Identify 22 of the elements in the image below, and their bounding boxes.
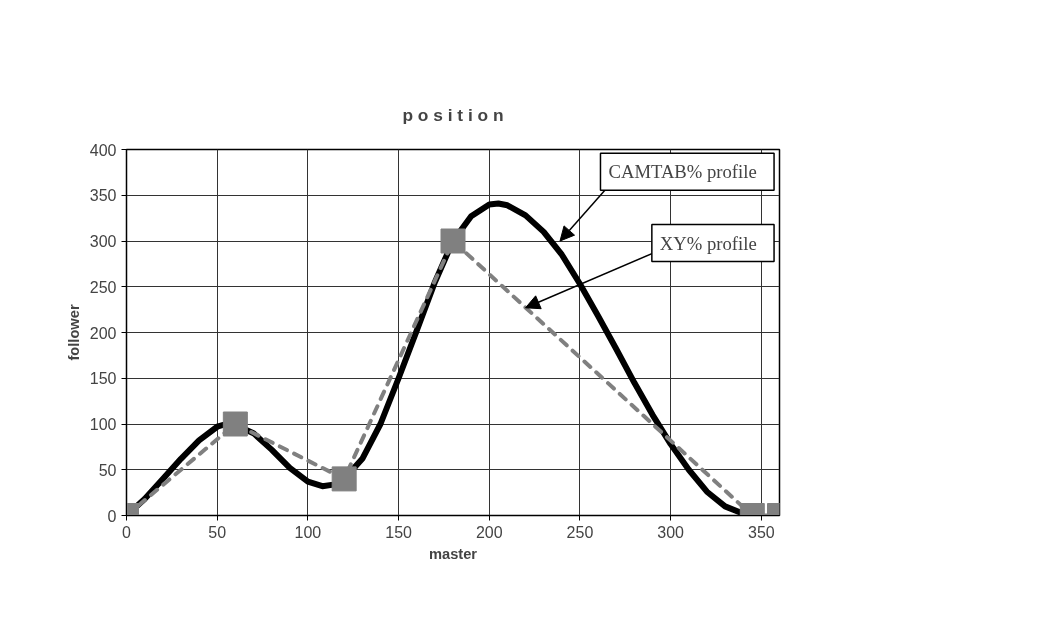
x-tick-label: 250	[566, 523, 594, 541]
y-tick-label: 200	[89, 324, 117, 342]
x-axis-title: master	[428, 545, 478, 562]
x-tick-label: 350	[748, 523, 775, 541]
y-tick-label: 150	[89, 370, 117, 388]
y-tick-label: 250	[89, 278, 117, 296]
x-tick-label: 300	[657, 523, 685, 541]
x-tick-label: 50	[208, 523, 227, 541]
chart-title: p o s i t i o n	[402, 104, 504, 125]
x-tick-label: 0	[122, 523, 132, 541]
y-tick-label: 400	[89, 141, 117, 159]
y-tick-label: 350	[89, 187, 117, 205]
y-tick-label: 100	[89, 416, 117, 433]
x-tick-label: 200	[475, 523, 503, 541]
annotation: CAMTAB% profile	[608, 161, 757, 183]
y-axis-title: follower	[65, 304, 82, 361]
y-tick-label: 300	[89, 233, 117, 250]
annotation: XY% profile	[659, 232, 757, 254]
y-tick-label: 50	[98, 461, 117, 479]
x-tick-label: 100	[294, 523, 322, 541]
y-tick-label: 0	[107, 507, 117, 525]
x-tick-label: 150	[385, 523, 413, 541]
